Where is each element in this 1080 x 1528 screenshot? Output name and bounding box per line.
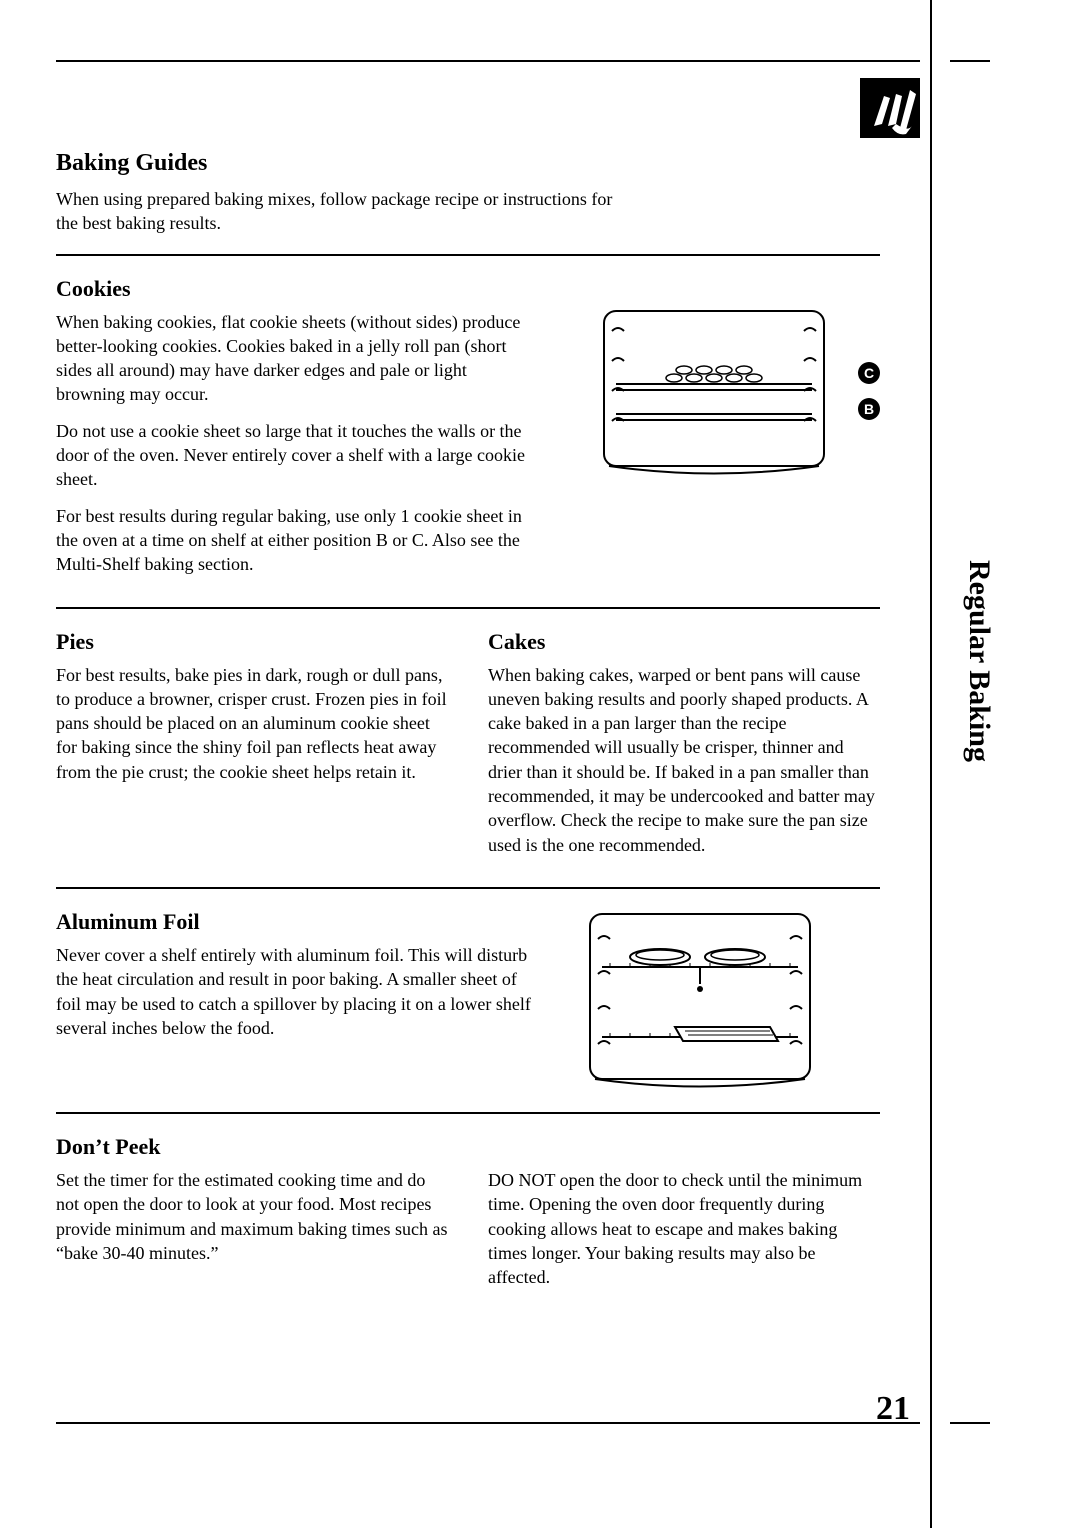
top-rule <box>56 60 920 62</box>
peek-row: Set the timer for the estimated cooking … <box>56 1168 880 1301</box>
foil-row: Aluminum Foil Never cover a shelf entire… <box>56 909 880 1094</box>
text-cookies-2: Do not use a cookie sheet so large that … <box>56 419 540 492</box>
oven-foil-diagram-icon <box>580 909 820 1089</box>
pies-col: Pies For best results, bake pies in dark… <box>56 629 448 869</box>
text-pies: For best results, bake pies in dark, rou… <box>56 663 448 784</box>
heading-peek: Don’t Peek <box>56 1134 880 1160</box>
cookies-text-col: Cookies When baking cookies, flat cookie… <box>56 276 540 589</box>
heading-foil: Aluminum Foil <box>56 909 540 935</box>
marker-c: C <box>858 362 880 384</box>
cakes-col: Cakes When baking cakes, warped or bent … <box>488 629 880 869</box>
heading-cakes: Cakes <box>488 629 880 655</box>
divider <box>56 254 880 256</box>
text-cakes: When baking cakes, warped or bent pans w… <box>488 663 880 857</box>
shelf-markers: C B <box>858 362 880 420</box>
divider <box>56 887 880 889</box>
cookies-figure-col: C B <box>580 276 880 589</box>
pies-cakes-row: Pies For best results, bake pies in dark… <box>56 629 880 869</box>
text-peek-1: Set the timer for the estimated cooking … <box>56 1168 448 1265</box>
text-peek-2: DO NOT open the door to check until the … <box>488 1168 880 1289</box>
heading-baking-guides: Baking Guides <box>56 150 880 177</box>
oven-figure-cookies: C B <box>580 306 880 476</box>
marker-b: B <box>858 398 880 420</box>
divider <box>56 1112 880 1114</box>
top-rule-right <box>950 60 990 62</box>
text-cookies-3: For best results during regular baking, … <box>56 504 540 577</box>
bottom-rule-right <box>950 1422 990 1424</box>
oven-diagram-icon <box>594 306 834 476</box>
text-cookies-1: When baking cookies, flat cookie sheets … <box>56 310 540 407</box>
bottom-rule <box>56 1422 920 1424</box>
text-foil: Never cover a shelf entirely with alumin… <box>56 943 540 1040</box>
page: Regular Baking Baking Guides When using … <box>0 0 1080 1528</box>
side-vertical-rule <box>930 0 932 1528</box>
content-area: Baking Guides When using prepared baking… <box>56 150 880 1408</box>
foil-text-col: Aluminum Foil Never cover a shelf entire… <box>56 909 540 1094</box>
divider <box>56 607 880 609</box>
peek-col-1: Set the timer for the estimated cooking … <box>56 1168 448 1301</box>
text-baking-guides: When using prepared baking mixes, follow… <box>56 187 616 236</box>
cookies-row: Cookies When baking cookies, flat cookie… <box>56 276 880 589</box>
side-tab-label: Regular Baking <box>962 560 996 762</box>
heading-cookies: Cookies <box>56 276 540 302</box>
foil-figure-col <box>580 909 880 1094</box>
heading-pies: Pies <box>56 629 448 655</box>
peek-col-2: DO NOT open the door to check until the … <box>488 1168 880 1301</box>
oven-mitt-icon <box>860 78 920 138</box>
